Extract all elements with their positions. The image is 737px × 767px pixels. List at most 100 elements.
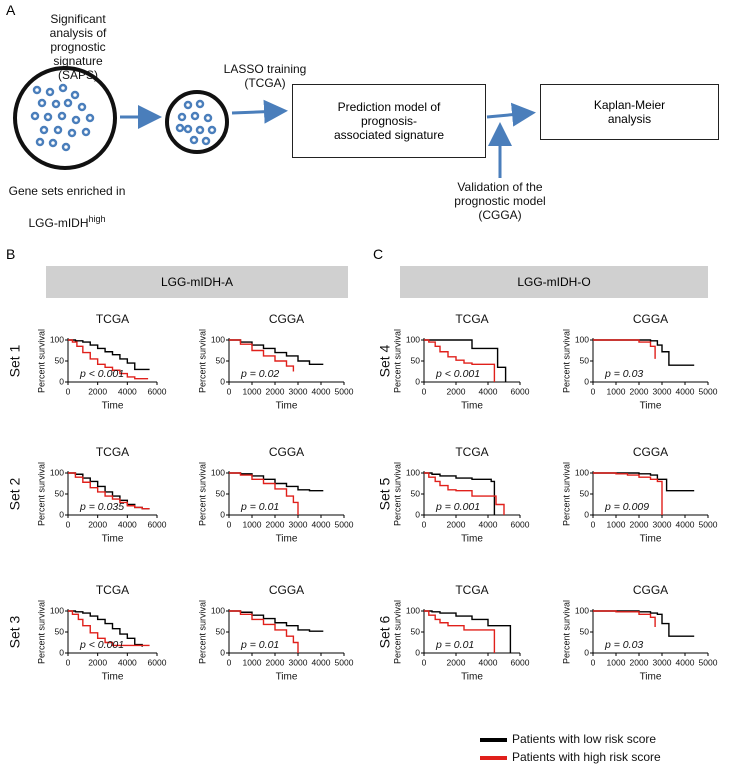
- x-tick-label: 4000: [676, 657, 695, 667]
- panel-title: LGG-mIDH-O: [400, 266, 708, 298]
- y-axis-label: Percent survival: [392, 600, 402, 664]
- p-value: p < 0.001: [435, 368, 480, 380]
- y-tick-label: 0: [415, 509, 420, 519]
- y-tick-label: 0: [220, 376, 225, 386]
- x-tick-label: 2000: [88, 519, 107, 529]
- x-tick-label: 2000: [447, 657, 466, 667]
- x-tick-label: 1000: [243, 519, 262, 529]
- gene-sets-sup: high: [88, 214, 106, 224]
- gene-sets-line2: LGG-mIDH: [28, 216, 89, 230]
- lasso-label: LASSO training (TCGA): [223, 62, 307, 90]
- x-tick-label: 4000: [312, 519, 331, 529]
- y-tick-label: 100: [50, 334, 64, 344]
- x-axis-label: Time: [276, 401, 298, 412]
- x-tick-label: 0: [66, 657, 71, 667]
- y-tick-label: 50: [216, 355, 226, 365]
- y-axis-label: Percent survival: [561, 462, 571, 526]
- x-tick-label: 3000: [289, 519, 308, 529]
- saps-label: Significant analysis of prognostic signa…: [49, 12, 107, 82]
- y-tick-label: 100: [406, 605, 420, 615]
- x-tick-label: 5000: [699, 657, 718, 667]
- survival-curve: [593, 610, 656, 627]
- x-tick-label: 0: [422, 386, 427, 396]
- x-tick-label: 4000: [118, 386, 137, 396]
- x-axis-label: Time: [102, 534, 124, 545]
- x-axis-label: Time: [640, 401, 662, 412]
- survival-curve: [424, 339, 507, 382]
- survival-curve: [229, 472, 299, 515]
- survival-curve: [229, 339, 295, 372]
- x-axis-label: Time: [640, 672, 662, 683]
- survival-curve: [424, 339, 496, 382]
- y-axis-label: Percent survival: [392, 329, 402, 393]
- gene-sets-line1: Gene sets enriched in: [8, 184, 126, 198]
- survival-curve: [593, 339, 656, 359]
- plot-title: TCGA: [96, 312, 129, 326]
- x-tick-label: 6000: [511, 519, 530, 529]
- y-axis-label: Percent survival: [197, 329, 207, 393]
- x-tick-label: 1000: [607, 519, 626, 529]
- x-tick-label: 2000: [447, 519, 466, 529]
- y-tick-label: 50: [580, 355, 590, 365]
- p-value: p = 0.01: [240, 501, 279, 513]
- survival-curve: [593, 610, 695, 637]
- x-axis-label: Time: [461, 534, 483, 545]
- p-value: p = 0.001: [435, 501, 480, 513]
- plot-title: CGGA: [633, 583, 668, 597]
- x-axis-label: Time: [276, 672, 298, 683]
- x-tick-label: 0: [66, 386, 71, 396]
- y-axis-label: Percent survival: [36, 600, 46, 664]
- y-tick-label: 0: [584, 376, 589, 386]
- y-tick-label: 100: [50, 605, 64, 615]
- legend-label: Patients with low risk score: [512, 732, 656, 746]
- x-tick-label: 6000: [511, 657, 530, 667]
- prediction-box: Prediction model of prognosis- associate…: [292, 84, 486, 158]
- x-tick-label: 1000: [607, 657, 626, 667]
- y-tick-label: 0: [59, 509, 64, 519]
- x-tick-label: 4000: [479, 657, 498, 667]
- x-tick-label: 5000: [335, 657, 354, 667]
- x-tick-label: 2000: [630, 519, 649, 529]
- plot-title: TCGA: [96, 583, 129, 597]
- survival-curve: [229, 610, 324, 632]
- set-label: Set 6: [377, 615, 393, 648]
- p-value: p = 0.02: [240, 368, 279, 380]
- survival-curve: [424, 472, 496, 515]
- x-tick-label: 3000: [653, 519, 672, 529]
- x-tick-label: 5000: [699, 386, 718, 396]
- y-tick-label: 100: [575, 605, 589, 615]
- x-tick-label: 6000: [148, 519, 167, 529]
- p-value: p = 0.01: [240, 639, 279, 651]
- diagram-shapes: [13, 66, 536, 178]
- x-tick-label: 5000: [335, 519, 354, 529]
- survival-curve: [68, 339, 149, 380]
- x-tick-label: 1000: [243, 657, 262, 667]
- x-axis-label: Time: [461, 401, 483, 412]
- p-value: p = 0.035: [79, 501, 124, 513]
- y-tick-label: 100: [211, 334, 225, 344]
- survival-curve: [424, 610, 496, 653]
- x-tick-label: 0: [227, 519, 232, 529]
- survival-curve: [68, 610, 150, 647]
- x-tick-label: 0: [422, 657, 427, 667]
- x-axis-label: Time: [102, 401, 124, 412]
- x-axis-label: Time: [640, 534, 662, 545]
- x-tick-label: 3000: [289, 657, 308, 667]
- set-label: Set 2: [7, 477, 23, 510]
- y-axis-label: Percent survival: [197, 462, 207, 526]
- survival-curve: [68, 339, 150, 371]
- x-tick-label: 4000: [312, 386, 331, 396]
- x-tick-label: 0: [227, 657, 232, 667]
- x-tick-label: 5000: [699, 519, 718, 529]
- set-label: Set 4: [377, 344, 393, 377]
- y-tick-label: 50: [580, 626, 590, 636]
- y-tick-label: 100: [575, 467, 589, 477]
- x-axis-label: Time: [461, 672, 483, 683]
- legend-label: Patients with high risk score: [512, 750, 661, 764]
- survival-curve: [424, 610, 512, 653]
- x-tick-label: 0: [227, 386, 232, 396]
- plot-title: CGGA: [633, 312, 668, 326]
- y-tick-label: 50: [216, 488, 226, 498]
- x-tick-label: 4000: [479, 386, 498, 396]
